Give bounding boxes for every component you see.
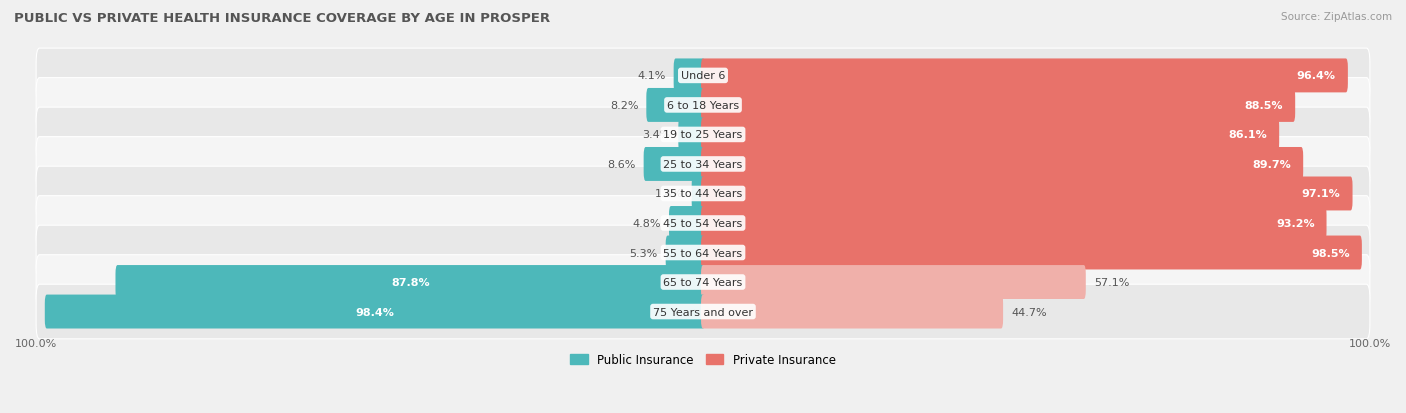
Text: 3.4%: 3.4% bbox=[643, 130, 671, 140]
Text: 75 Years and over: 75 Years and over bbox=[652, 307, 754, 317]
FancyBboxPatch shape bbox=[702, 236, 1362, 270]
Text: 88.5%: 88.5% bbox=[1244, 101, 1284, 111]
Text: 4.1%: 4.1% bbox=[637, 71, 665, 81]
FancyBboxPatch shape bbox=[37, 167, 1369, 221]
FancyBboxPatch shape bbox=[37, 285, 1369, 339]
Text: 87.8%: 87.8% bbox=[391, 278, 430, 287]
Text: 98.4%: 98.4% bbox=[356, 307, 394, 317]
Text: 25 to 34 Years: 25 to 34 Years bbox=[664, 159, 742, 170]
FancyBboxPatch shape bbox=[702, 206, 1326, 240]
Text: 86.1%: 86.1% bbox=[1229, 130, 1267, 140]
FancyBboxPatch shape bbox=[37, 225, 1369, 280]
Text: 35 to 44 Years: 35 to 44 Years bbox=[664, 189, 742, 199]
Text: 98.5%: 98.5% bbox=[1312, 248, 1350, 258]
FancyBboxPatch shape bbox=[692, 177, 704, 211]
Text: 1.4%: 1.4% bbox=[655, 189, 683, 199]
Text: 55 to 64 Years: 55 to 64 Years bbox=[664, 248, 742, 258]
FancyBboxPatch shape bbox=[678, 118, 704, 152]
FancyBboxPatch shape bbox=[37, 138, 1369, 192]
FancyBboxPatch shape bbox=[665, 236, 704, 270]
FancyBboxPatch shape bbox=[702, 118, 1279, 152]
Text: 44.7%: 44.7% bbox=[1011, 307, 1046, 317]
FancyBboxPatch shape bbox=[644, 147, 704, 181]
Legend: Public Insurance, Private Insurance: Public Insurance, Private Insurance bbox=[565, 349, 841, 371]
FancyBboxPatch shape bbox=[647, 89, 704, 123]
Text: 5.3%: 5.3% bbox=[630, 248, 658, 258]
FancyBboxPatch shape bbox=[702, 295, 1002, 329]
Text: 8.6%: 8.6% bbox=[607, 159, 636, 170]
FancyBboxPatch shape bbox=[37, 196, 1369, 251]
FancyBboxPatch shape bbox=[673, 59, 704, 93]
FancyBboxPatch shape bbox=[702, 147, 1303, 181]
Text: 19 to 25 Years: 19 to 25 Years bbox=[664, 130, 742, 140]
FancyBboxPatch shape bbox=[37, 255, 1369, 310]
Text: 65 to 74 Years: 65 to 74 Years bbox=[664, 278, 742, 287]
Text: 96.4%: 96.4% bbox=[1296, 71, 1336, 81]
FancyBboxPatch shape bbox=[702, 266, 1085, 299]
FancyBboxPatch shape bbox=[702, 89, 1295, 123]
FancyBboxPatch shape bbox=[115, 266, 704, 299]
FancyBboxPatch shape bbox=[702, 59, 1348, 93]
FancyBboxPatch shape bbox=[45, 295, 704, 329]
Text: 89.7%: 89.7% bbox=[1253, 159, 1291, 170]
Text: PUBLIC VS PRIVATE HEALTH INSURANCE COVERAGE BY AGE IN PROSPER: PUBLIC VS PRIVATE HEALTH INSURANCE COVER… bbox=[14, 12, 550, 25]
Text: Under 6: Under 6 bbox=[681, 71, 725, 81]
Text: 97.1%: 97.1% bbox=[1302, 189, 1340, 199]
Text: 57.1%: 57.1% bbox=[1094, 278, 1129, 287]
FancyBboxPatch shape bbox=[669, 206, 704, 240]
FancyBboxPatch shape bbox=[37, 49, 1369, 104]
Text: Source: ZipAtlas.com: Source: ZipAtlas.com bbox=[1281, 12, 1392, 22]
FancyBboxPatch shape bbox=[37, 78, 1369, 133]
Text: 6 to 18 Years: 6 to 18 Years bbox=[666, 101, 740, 111]
Text: 45 to 54 Years: 45 to 54 Years bbox=[664, 218, 742, 228]
FancyBboxPatch shape bbox=[702, 177, 1353, 211]
Text: 4.8%: 4.8% bbox=[633, 218, 661, 228]
Text: 8.2%: 8.2% bbox=[610, 101, 638, 111]
Text: 93.2%: 93.2% bbox=[1275, 218, 1315, 228]
FancyBboxPatch shape bbox=[37, 108, 1369, 162]
